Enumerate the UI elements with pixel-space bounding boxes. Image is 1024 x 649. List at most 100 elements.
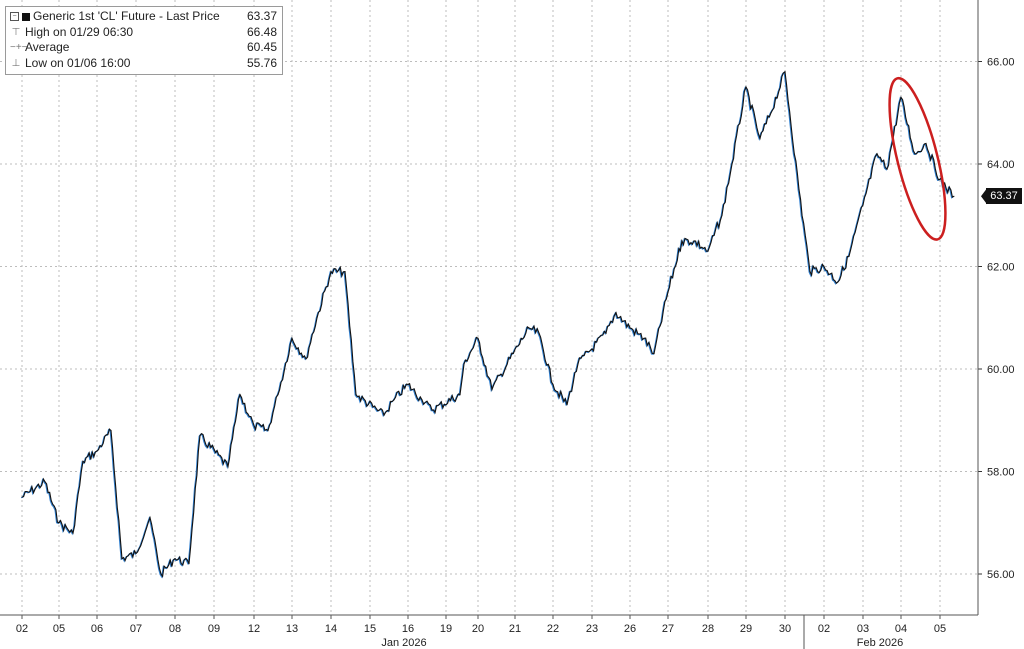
data-point <box>770 112 772 114</box>
data-point <box>900 96 902 98</box>
series-swatch-icon <box>22 12 30 21</box>
data-point <box>82 460 84 462</box>
x-tick-label: 23 <box>586 623 598 635</box>
x-tick-label: 02 <box>16 623 28 635</box>
x-tick-label: 05 <box>53 623 65 635</box>
x-tick-label: 29 <box>740 623 752 635</box>
data-point <box>149 517 151 519</box>
data-point <box>291 337 293 339</box>
data-point <box>886 168 888 170</box>
data-point <box>876 153 878 155</box>
data-point <box>809 271 811 273</box>
legend-title-row: − Generic 1st 'CL' Future - Last Price 63… <box>10 9 277 25</box>
data-point <box>745 86 747 88</box>
y-tick-label: 66.00 <box>987 57 1015 69</box>
y-tick-label: 62.00 <box>987 262 1015 274</box>
high-marker-icon: ⊤ <box>11 26 21 38</box>
x-tick-label: 15 <box>364 623 376 635</box>
data-point <box>21 496 23 498</box>
data-point <box>160 573 162 575</box>
x-tick-label: 14 <box>325 623 337 635</box>
y-tick-label: 56.00 <box>987 569 1015 581</box>
legend-low-label: Low on 01/06 16:00 <box>25 55 131 70</box>
x-axis: 02 05 06 07 08 09 12 13 14 15 16 19 20 21 22 23 26 27 28 29… <box>0 614 978 649</box>
data-point <box>528 327 530 329</box>
x-group-label: Feb 2026 <box>857 637 903 649</box>
data-point <box>681 240 683 242</box>
data-point <box>667 291 669 293</box>
data-point <box>135 552 137 555</box>
legend-high-value: 66.48 <box>246 24 277 39</box>
data-point <box>721 214 723 216</box>
data-point <box>953 195 955 197</box>
x-tick-label: 21 <box>509 623 521 635</box>
legend-last-value: 63.37 <box>246 9 277 23</box>
data-point <box>174 558 176 560</box>
x-tick-label: 12 <box>248 623 260 635</box>
x-tick-label: 05 <box>934 623 946 635</box>
data-point <box>72 532 74 534</box>
highlight <box>888 76 947 241</box>
x-tick-label: 26 <box>624 623 636 635</box>
data-point <box>305 358 307 360</box>
price-line-accent <box>21 71 954 579</box>
data-point <box>577 363 579 365</box>
x-tick-label: 09 <box>208 623 220 635</box>
data-point <box>96 450 98 452</box>
legend-high-label: High on 01/29 06:30 <box>25 24 134 39</box>
data-point <box>316 317 318 319</box>
data-point <box>731 163 733 165</box>
data-point <box>253 424 255 426</box>
y-axis: 56.00 58.00 60.00 62.00 64.00 66.00 <box>977 0 1015 615</box>
last-price-pointer <box>981 188 987 205</box>
data-point <box>615 312 617 314</box>
last-price-badge: 63.37 <box>986 188 1022 205</box>
data-point <box>925 142 927 145</box>
data-point <box>188 563 190 565</box>
data-point <box>355 394 357 396</box>
data-point <box>393 399 395 401</box>
data-point <box>653 353 655 355</box>
legend-title: Generic 1st 'CL' Future - Last Price <box>33 9 220 23</box>
x-tick-label: 27 <box>662 623 674 635</box>
x-tick-label: 20 <box>472 623 484 635</box>
data-point <box>837 281 839 283</box>
x-tick-label: 07 <box>130 623 142 635</box>
data-point <box>848 255 850 257</box>
data-point <box>693 240 695 242</box>
data-point <box>277 394 279 396</box>
data-point <box>267 429 269 432</box>
y-tick-label: 60.00 <box>987 364 1015 376</box>
data-point <box>421 399 423 401</box>
collapse-icon[interactable]: − <box>10 12 19 22</box>
data-point <box>239 394 241 396</box>
data-point <box>477 337 479 339</box>
data-point <box>500 373 502 375</box>
data-point <box>538 332 540 334</box>
data-point <box>759 137 761 139</box>
data-point <box>463 363 465 365</box>
data-point <box>407 383 409 385</box>
baseline <box>981 188 987 205</box>
data-point <box>798 189 800 191</box>
data-point <box>383 414 385 416</box>
grid <box>0 0 978 615</box>
legend-low-row: ⊥ Low on 01/06 16:00 55.76 <box>10 56 277 72</box>
data-point <box>110 429 112 432</box>
legend-high-row: ⊤ High on 01/29 06:30 66.48 <box>10 25 277 41</box>
data-point <box>227 465 229 467</box>
data-point <box>707 250 709 252</box>
x-tick-label: 30 <box>779 623 791 635</box>
data-point <box>862 204 864 206</box>
data-point <box>823 265 825 268</box>
highlight-ellipse <box>888 76 947 241</box>
data-point <box>784 71 786 73</box>
x-tick-label: 13 <box>286 623 298 635</box>
data-point <box>629 327 631 329</box>
legend: − Generic 1st 'CL' Future - Last Price 63… <box>5 6 283 75</box>
data-point <box>914 153 916 155</box>
data-point <box>58 522 60 524</box>
x-tick-label: 02 <box>818 623 830 635</box>
data-point <box>939 178 941 180</box>
